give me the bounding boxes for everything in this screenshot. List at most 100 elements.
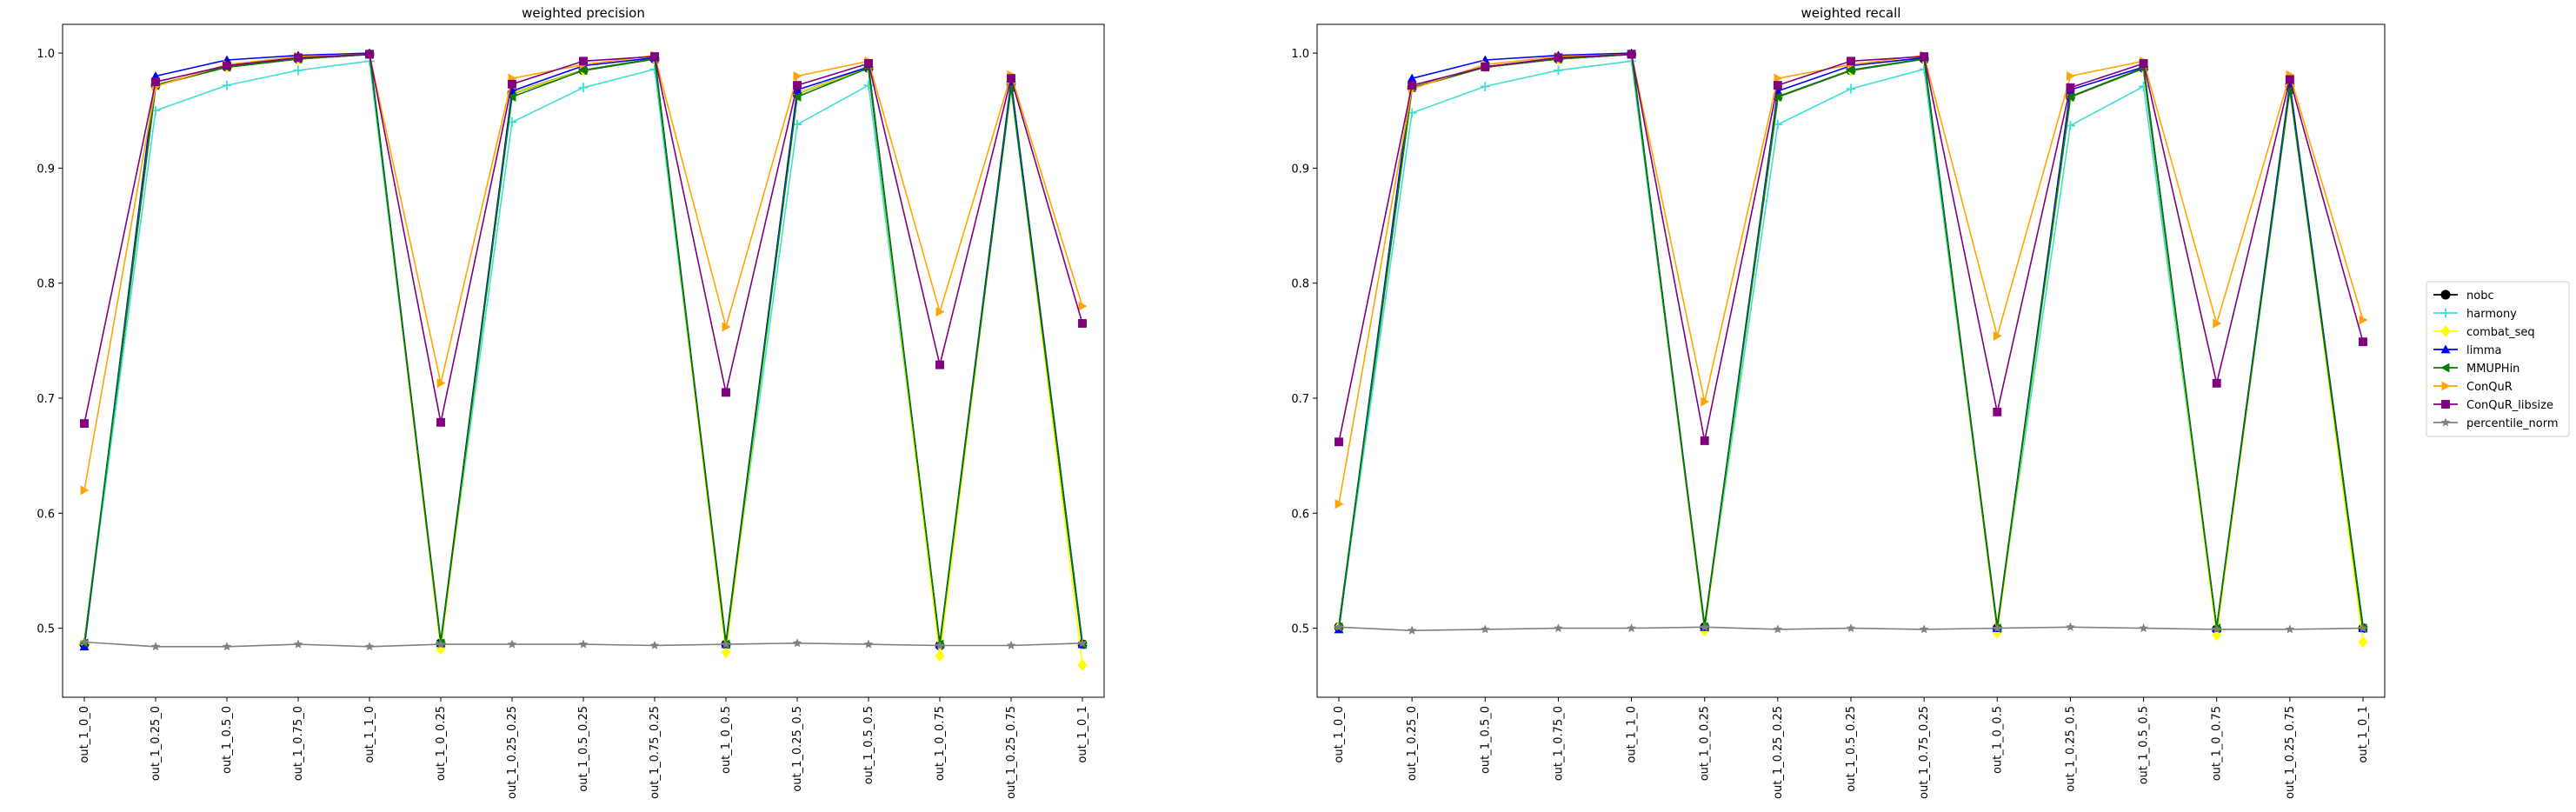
data-point: [2139, 59, 2148, 68]
x-tick-label: out_1_0.25_0.5: [791, 706, 804, 792]
x-tick-label: out_1_0.25_0.5: [2064, 706, 2077, 792]
data-point: [2067, 71, 2075, 82]
data-point: [935, 307, 945, 317]
data-point: [507, 91, 516, 102]
series-harmony: [79, 56, 1088, 650]
x-tick-label: out_1_0.25_0.75: [2284, 706, 2297, 799]
series-combat_seq: [79, 48, 1088, 671]
data-point: [793, 81, 802, 90]
chart-panel-1: weighted precision 0.5 0.6 0.7 0.8 0.9 1.0 out_…: [37, 5, 1105, 799]
series-limma: [1334, 48, 2368, 634]
data-point: [722, 388, 730, 397]
x-tick-label: out_1_1_0: [1626, 706, 1639, 763]
plot-frame: [62, 23, 1105, 698]
data-point: [1920, 52, 1929, 61]
data-point: [1700, 436, 1709, 445]
series-line-limma: [1338, 52, 2364, 630]
data-point: [1773, 91, 1782, 102]
data-point: [2285, 624, 2295, 634]
legend-label: percentile_norm: [2466, 417, 2559, 430]
data-point: [80, 485, 90, 496]
legend-marker: [2440, 344, 2451, 354]
x-tick-label: out_1_0.25_0.25: [506, 706, 519, 799]
y-tick-label: 0.6: [37, 508, 55, 521]
data-point: [935, 360, 944, 369]
series-line-MMUPHin: [83, 53, 1083, 645]
data-point: [508, 79, 516, 89]
data-point: [792, 91, 802, 102]
data-point: [1773, 86, 1783, 96]
data-point: [2358, 623, 2368, 633]
data-point: [2066, 622, 2075, 631]
data-point: [1846, 83, 1856, 94]
series-line-combat_seq: [83, 53, 1083, 666]
legend-entry-limma: limma: [2433, 344, 2502, 357]
y-tick-label: 0.9: [1291, 163, 1309, 176]
data-point: [1846, 623, 1856, 633]
x-tick-label: out_1_1_0: [363, 706, 376, 763]
data-point: [1773, 81, 1782, 90]
data-point: [507, 639, 517, 649]
data-point: [1773, 624, 1783, 634]
legend-entry-ConQuR_libsize: ConQuR_libsize: [2433, 399, 2553, 412]
data-point: [1993, 623, 2002, 633]
data-point: [864, 59, 873, 68]
data-point: [2066, 83, 2075, 92]
data-point: [436, 639, 446, 649]
data-point: [2065, 120, 2075, 130]
x-tick-label: out_1_0.25_0: [150, 706, 163, 781]
x-tick-label: out_1_0.5_0.25: [1845, 706, 1858, 792]
data-point: [863, 639, 874, 649]
data-point: [1335, 499, 1344, 509]
series-line-ConQuR: [1338, 53, 2364, 504]
x-tick-label: out_1_0_0.75: [2211, 706, 2224, 781]
x-tick-label: out_1_0_1: [2357, 706, 2370, 763]
series-ConQuR: [1335, 49, 2368, 509]
legend-entry-percentile_norm: percentile_norm: [2433, 417, 2559, 430]
x-tick-label: out_1_0.5_0: [221, 706, 234, 774]
legend-label: nobc: [2466, 290, 2494, 303]
data-point: [650, 52, 659, 61]
y-tick-label: 0.9: [37, 163, 55, 176]
y-tick-label: 0.7: [1291, 393, 1309, 406]
y-tick-label: 0.7: [37, 393, 55, 406]
data-point: [1481, 63, 1490, 71]
chart-title: weighted recall: [1801, 5, 1901, 21]
x-tick-label: out_1_0_0: [78, 706, 91, 763]
data-point: [578, 83, 589, 93]
data-point: [579, 57, 588, 66]
x-tick-label: out_1_0_0.5: [1991, 706, 2004, 774]
data-point: [2139, 623, 2148, 633]
x-tick-label: out_1_0.25_0: [1406, 706, 1419, 781]
x-tick-label: out_1_0_0: [1333, 706, 1346, 763]
data-point: [578, 65, 588, 76]
data-point: [364, 642, 375, 651]
legend-label: limma: [2466, 344, 2502, 357]
data-point: [721, 639, 731, 649]
legend-label: ConQuR_libsize: [2466, 399, 2553, 412]
data-point: [1006, 641, 1016, 649]
legend-marker: [2440, 290, 2451, 300]
series-line-harmony: [83, 60, 1083, 646]
data-point: [649, 641, 660, 649]
legend-entry-combat_seq: combat_seq: [2433, 325, 2535, 339]
data-point: [2285, 75, 2294, 84]
series-ConQuR_libsize: [1335, 50, 2367, 447]
series-line-ConQuR_libsize: [83, 53, 1083, 424]
data-point: [1993, 331, 2002, 342]
x-tick-label: out_1_0.75_0: [1552, 706, 1565, 781]
x-tick-label: out_1_0.5_0.25: [577, 706, 590, 792]
x-tick-label: out_1_0.5_0.5: [862, 706, 875, 784]
series-nobc: [1334, 49, 2368, 635]
series-line-nobc: [1337, 53, 2365, 630]
data-point: [151, 77, 160, 87]
chart-title: weighted precision: [522, 5, 645, 21]
data-point: [1077, 659, 1088, 671]
y-tick-label: 0.5: [37, 623, 55, 636]
data-point: [436, 417, 445, 427]
legend-marker: [2441, 400, 2450, 409]
data-point: [1334, 622, 1344, 631]
data-point: [1993, 407, 2002, 416]
series-line-harmony: [1338, 60, 2364, 630]
data-point: [79, 642, 90, 651]
